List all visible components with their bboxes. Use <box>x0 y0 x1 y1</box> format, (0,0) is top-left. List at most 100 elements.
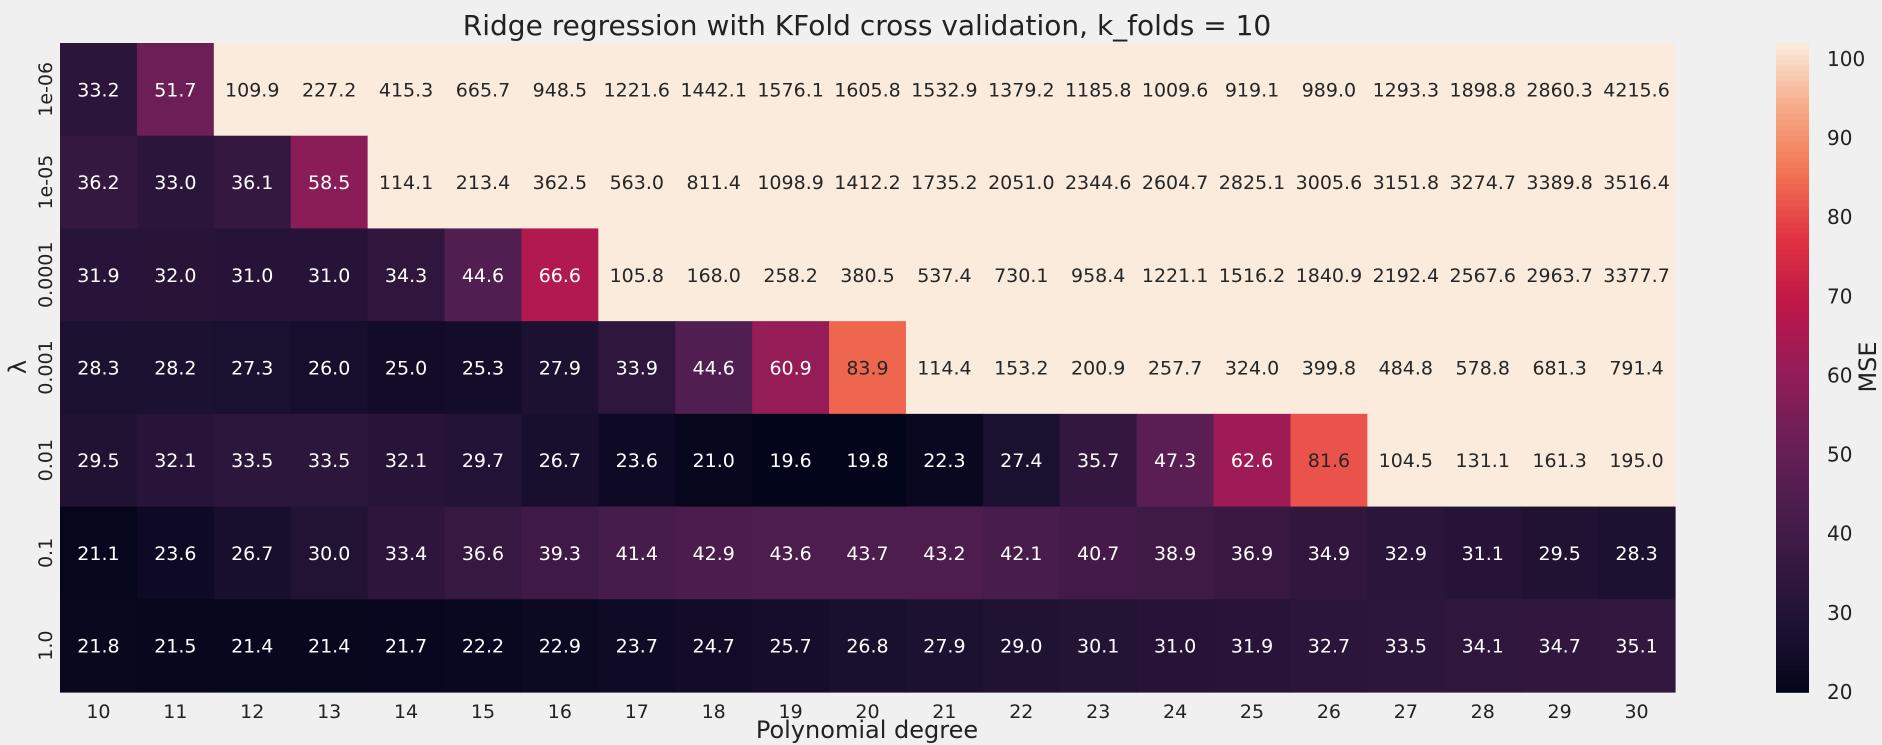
heatmap-cell <box>1136 228 1215 322</box>
heatmap-cell <box>1598 135 1676 230</box>
cell-value-label: 81.6 <box>1308 450 1350 472</box>
cell-value-label: 399.8 <box>1302 358 1356 380</box>
cell-value-label: 58.5 <box>308 172 350 194</box>
cell-value-label: 791.4 <box>1609 358 1663 380</box>
heatmap-cell <box>1290 43 1368 137</box>
heatmap-cell <box>444 506 523 600</box>
heatmap-cell <box>752 599 830 693</box>
cell-value-label: 34.9 <box>1308 543 1350 565</box>
heatmap-cell <box>367 599 446 693</box>
cell-value-label: 29.5 <box>1538 543 1580 565</box>
cell-value-label: 36.1 <box>231 172 273 194</box>
heatmap-cell <box>982 413 1061 508</box>
cell-value-label: 1009.6 <box>1142 79 1208 101</box>
colorbar-label: MSE <box>1854 341 1882 392</box>
heatmap-cell <box>1598 506 1676 600</box>
colorbar-segment <box>1776 345 1809 353</box>
heatmap-cell <box>1598 413 1676 508</box>
colorbar-segment <box>1776 540 1809 547</box>
cell-value-label: 161.3 <box>1532 450 1586 472</box>
cell-value-label: 2963.7 <box>1526 265 1592 287</box>
cell-value-label: 1516.2 <box>1219 265 1285 287</box>
x-tick-label: 16 <box>548 701 572 723</box>
cell-value-label: 42.9 <box>693 543 735 565</box>
cell-value-label: 958.4 <box>1071 265 1125 287</box>
cell-value-label: 24.7 <box>693 636 735 658</box>
cell-value-label: 1442.1 <box>680 79 746 101</box>
heatmap-cell <box>982 43 1061 137</box>
heatmap-cell <box>1367 321 1445 415</box>
heatmap-cell <box>1290 413 1368 508</box>
y-tick-label: 0.001 <box>35 340 57 394</box>
x-tick-label: 24 <box>1163 701 1187 723</box>
colorbar-segment <box>1776 529 1809 536</box>
colorbar-segment <box>1776 362 1809 369</box>
heatmap-cell <box>1059 43 1138 137</box>
colorbar-segment <box>1776 681 1809 688</box>
colorbar-segment <box>1776 189 1809 196</box>
colorbar-segment <box>1776 545 1809 553</box>
heatmap-cell <box>1059 413 1138 508</box>
heatmap-cell <box>829 43 907 137</box>
cell-value-label: 31.9 <box>1231 636 1273 658</box>
heatmap-cell <box>752 43 830 137</box>
cell-value-label: 62.6 <box>1231 450 1273 472</box>
cell-value-label: 21.4 <box>231 636 273 658</box>
heatmap-cell <box>982 599 1061 693</box>
x-tick-label: 15 <box>471 701 495 723</box>
heatmap-cell <box>1059 135 1138 230</box>
cell-value-label: 3151.8 <box>1373 172 1439 194</box>
colorbar-segment <box>1776 470 1809 477</box>
colorbar-segment <box>1776 432 1809 439</box>
colorbar-segment <box>1776 178 1809 185</box>
colorbar-segment <box>1776 75 1809 82</box>
cell-value-label: 39.3 <box>539 543 581 565</box>
heatmap-cell <box>136 135 215 230</box>
colorbar-segment <box>1776 578 1809 585</box>
heatmap-cell <box>136 43 215 137</box>
heatmap-cell <box>1444 228 1522 322</box>
x-tick-label: 21 <box>932 701 956 723</box>
cell-value-label: 25.0 <box>385 358 427 380</box>
cell-value-label: 32.0 <box>154 265 196 287</box>
cell-value-label: 1898.8 <box>1449 79 1515 101</box>
cell-value-label: 1840.9 <box>1296 265 1362 287</box>
colorbar-segment <box>1776 172 1809 180</box>
heatmap-cell <box>1136 135 1215 230</box>
heatmap-cell <box>136 228 215 322</box>
colorbar-segment <box>1776 194 1809 201</box>
heatmap-cell <box>829 599 907 693</box>
colorbar-segment <box>1776 627 1809 634</box>
colorbar-segment <box>1776 497 1809 504</box>
cell-value-label: 66.6 <box>539 265 581 287</box>
heatmap-cell <box>367 413 446 508</box>
heatmap-cell <box>60 43 138 137</box>
x-tick-label: 10 <box>86 701 110 723</box>
cell-value-label: 22.9 <box>539 636 581 658</box>
cell-value-label: 2051.0 <box>988 172 1054 194</box>
heatmap-cell <box>367 43 446 137</box>
colorbar-segment <box>1776 475 1809 482</box>
colorbar-segment <box>1776 113 1809 120</box>
heatmap-cell <box>521 506 599 600</box>
colorbar-segment <box>1776 372 1809 380</box>
colorbar-segment <box>1776 124 1809 131</box>
cell-value-label: 168.0 <box>686 265 740 287</box>
cell-value-label: 1221.1 <box>1142 265 1208 287</box>
cell-value-label: 28.3 <box>1615 543 1657 565</box>
heatmap-cell <box>213 135 292 230</box>
cell-value-label: 114.1 <box>379 172 433 194</box>
colorbar-tick-label: 40 <box>1827 522 1852 546</box>
x-tick-label: 14 <box>394 701 418 723</box>
cell-value-label: 3516.4 <box>1603 172 1669 194</box>
cell-value-label: 989.0 <box>1302 79 1356 101</box>
x-axis-label: Polynomial degree <box>756 716 978 744</box>
colorbar-segment <box>1776 156 1809 163</box>
cell-value-label: 29.0 <box>1000 636 1042 658</box>
heatmap-cell <box>367 321 446 415</box>
heatmap-cell <box>60 228 138 322</box>
cell-value-label: 40.7 <box>1077 543 1119 565</box>
x-tick-label: 11 <box>163 701 187 723</box>
cell-value-label: 32.1 <box>385 450 427 472</box>
cell-value-label: 563.0 <box>610 172 664 194</box>
